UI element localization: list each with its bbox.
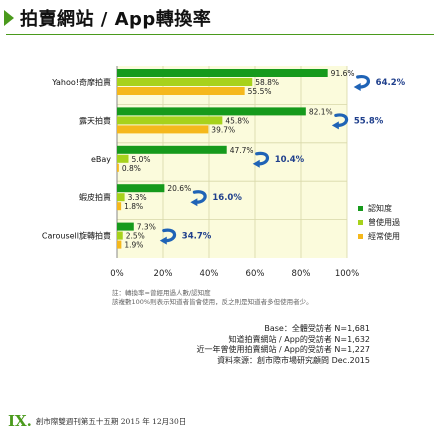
legend-swatch (358, 234, 363, 239)
bar (117, 193, 125, 202)
bar (117, 107, 306, 116)
conversion-arrow-icon (162, 228, 177, 243)
bar (117, 222, 134, 231)
legend-label: 曾使用過 (368, 217, 400, 227)
data-label: 82.1% (309, 107, 333, 116)
note-line-1: 註：轉換率=曾經用過人數/認知度 (112, 289, 211, 297)
data-label: 20.6% (167, 184, 191, 193)
bar (117, 202, 122, 211)
legend-swatch (358, 206, 363, 211)
bar (117, 154, 129, 163)
data-label: 58.8% (255, 78, 279, 87)
category-label: 蝦皮拍賣 (79, 192, 111, 202)
note-line-2: 該複數100%則表示知道者皆會使用，反之則是知道者多但使用者少。 (112, 298, 313, 306)
title-bar: 拍賣網站 / App轉換率 (4, 6, 211, 30)
base-line-1: Base：全體受訪者 N=1,681 (264, 324, 370, 333)
data-label: 0.8% (122, 164, 141, 173)
conversion-arrow-head-icon (331, 121, 339, 130)
conversion-arrow-head-icon (159, 236, 167, 245)
plot-background (117, 66, 347, 258)
conversion-rate-label: 16.0% (212, 193, 242, 203)
conversion-arrow-head-icon (190, 198, 198, 207)
conversion-arrow-head-icon (252, 159, 260, 168)
conversion-arrow-icon (356, 74, 371, 89)
conversion-arrow-icon (334, 113, 349, 127)
conversion-rate-label: 10.4% (275, 155, 305, 165)
chart-title: 拍賣網站 / App轉換率 (20, 9, 212, 30)
base-line-3: 近一年曾使用拍賣網站 / App的受訪者 N=1,227 (196, 345, 370, 354)
x-tick-label: 40% (200, 269, 219, 279)
data-label: 39.7% (211, 125, 235, 134)
bar (117, 125, 209, 134)
bar (117, 240, 122, 249)
x-tick-label: 0% (110, 269, 124, 279)
bar (117, 145, 227, 154)
notes: 註：轉換率=曾經用過人數/認知度 該複數100%則表示知道者皆會使用，反之則是知… (112, 289, 313, 307)
base-info: Base：全體受訪者 N=1,681 知道拍賣網站 / App的受訪者 N=1,… (196, 324, 370, 366)
x-tick-label: 20% (154, 269, 173, 279)
legend-swatch (358, 220, 363, 225)
footer: IX. 創市際雙週刊第五十五期 2015 年 12月30日 (8, 412, 186, 430)
x-tick-label: 80% (292, 269, 311, 279)
data-label: 5.0% (132, 155, 151, 164)
data-label: 7.3% (137, 223, 156, 232)
bar (117, 69, 328, 77)
conversion-arrow-icon (192, 190, 207, 204)
conversion-arrow-icon (255, 151, 270, 166)
conversion-arrow-head-icon (353, 83, 361, 91)
data-label: 91.6% (331, 69, 355, 78)
data-label: 1.9% (124, 241, 143, 250)
category-label: eBay (91, 155, 111, 164)
category-label: Yahoo!奇摩拍賣 (51, 77, 111, 87)
title-triangle-icon (4, 10, 14, 26)
base-line-4: 資料來源：創市際市場研究顧問 Dec.2015 (217, 355, 370, 365)
title-divider (6, 34, 434, 35)
bar (117, 184, 165, 193)
bar (117, 116, 223, 125)
footer-text: 創市際雙週刊第五十五期 2015 年 12月30日 (35, 416, 187, 426)
data-label: 55.5% (248, 87, 272, 96)
legend-label: 經常使用 (368, 231, 400, 241)
footer-logo: IX. (8, 412, 32, 430)
bar (117, 78, 253, 86)
legend-label: 認知度 (368, 203, 392, 213)
x-tick-label: 100% (335, 269, 359, 279)
conversion-rate-label: 64.2% (376, 78, 406, 88)
data-label: 1.8% (124, 202, 143, 211)
conversion-rate-label: 34.7% (182, 232, 212, 242)
conversion-rate-label: 55.8% (354, 116, 384, 126)
x-tick-label: 60% (246, 269, 265, 279)
bar (117, 163, 119, 172)
data-label: 2.5% (126, 232, 145, 241)
bar (117, 87, 245, 95)
category-label: Carousell旋轉拍賣 (42, 231, 111, 241)
data-label: 45.8% (225, 116, 249, 125)
data-label: 47.7% (230, 146, 254, 155)
bar (117, 231, 123, 240)
category-label: 露天拍賣 (79, 115, 111, 125)
data-label: 3.3% (128, 193, 147, 202)
base-line-2: 知道拍賣網站 / App的受訪者 N=1,632 (228, 334, 370, 344)
